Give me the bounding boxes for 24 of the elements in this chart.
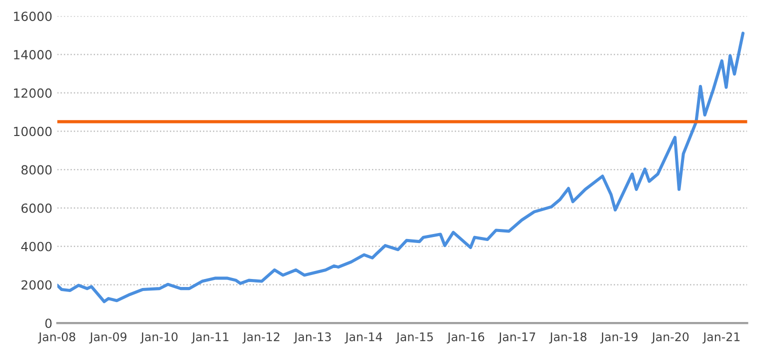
y-tick-label: 12000 <box>14 88 52 98</box>
y-tick-label: 4000 <box>21 242 52 252</box>
x-tick-label: Jan-14 <box>344 332 382 344</box>
y-tick-label: 8000 <box>21 165 52 175</box>
y-tick-label: 6000 <box>22 203 52 213</box>
x-tick-label: Jan-13 <box>294 332 331 344</box>
x-tick-label: Jan-09 <box>89 332 126 344</box>
y-tick-label: 0 <box>45 318 52 328</box>
x-tick-label: Jan-21 <box>702 332 740 344</box>
y-tick-label: 16000 <box>14 12 52 22</box>
x-tick-label: Jan-10 <box>140 332 178 344</box>
x-tick-label: Jan-18 <box>549 332 586 344</box>
x-tick-label: Jan-15 <box>396 332 433 344</box>
x-tick-label: Jan-20 <box>651 332 689 344</box>
x-tick-label: Jan-08 <box>38 332 76 344</box>
x-tick-label: Jan-12 <box>242 332 280 344</box>
x-tick-label: Jan-17 <box>498 332 536 344</box>
x-tick-label: Jan-19 <box>600 332 638 344</box>
x-tick-label: Jan-11 <box>191 332 228 344</box>
y-tick-label: 10000 <box>14 126 52 136</box>
y-tick-label: 2000 <box>22 280 52 290</box>
x-tick-label: Jan-16 <box>446 332 484 344</box>
line-series <box>57 32 745 304</box>
y-tick-label: 14000 <box>14 50 52 60</box>
